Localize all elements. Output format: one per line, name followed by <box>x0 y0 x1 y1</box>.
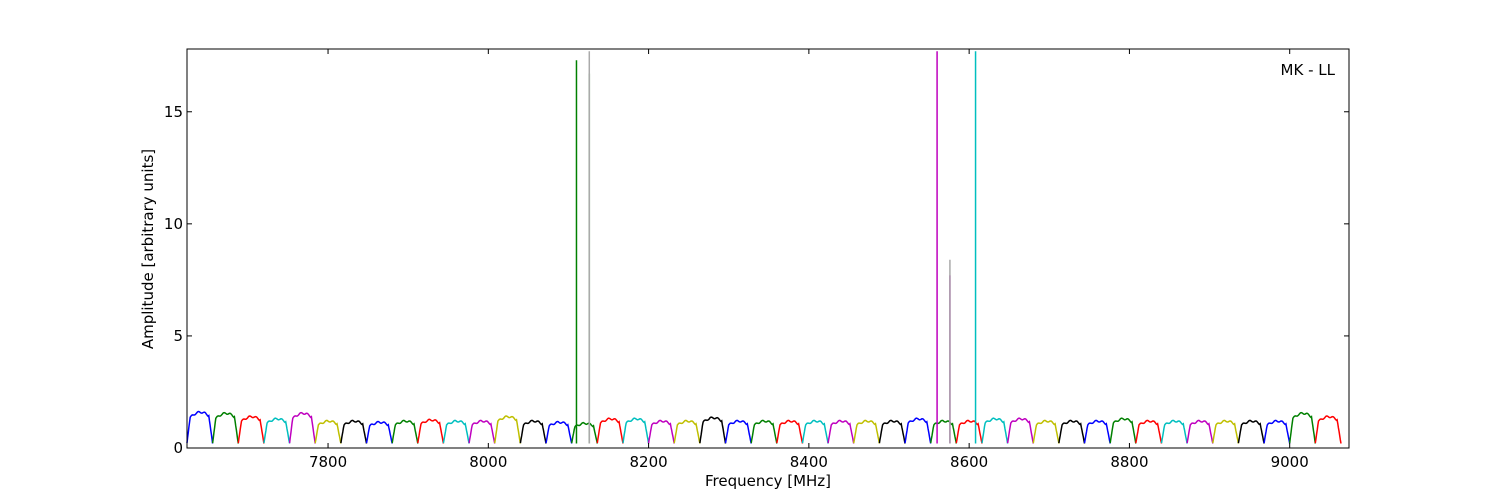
channel-series-line <box>1263 419 1291 444</box>
channel-series-line <box>981 417 1009 444</box>
channel-series-line <box>622 417 650 444</box>
channel-series-line <box>237 415 265 444</box>
y-tick-label: 0 <box>173 439 183 457</box>
baseline-annotation: MK - LL <box>1281 61 1336 79</box>
channel-series-line <box>929 419 958 444</box>
channel-series-line <box>878 419 906 444</box>
channel-series-line <box>596 417 624 444</box>
channel-series-line <box>1314 415 1342 444</box>
spike-layer <box>575 51 977 444</box>
y-tick-label: 10 <box>164 215 183 233</box>
channel-series-line <box>468 419 496 444</box>
x-tick-label: 8000 <box>469 453 507 471</box>
channel-series-line <box>904 417 932 444</box>
channel-series-line <box>545 420 573 444</box>
x-tick-label: 8600 <box>950 453 988 471</box>
x-tick-label: 7800 <box>309 453 347 471</box>
channel-series-line <box>801 419 829 444</box>
x-tick-label: 8800 <box>1110 453 1148 471</box>
channel-series-line <box>1237 419 1265 444</box>
channel-series-line <box>493 415 522 444</box>
channel-series-line <box>955 419 983 444</box>
series-layer <box>186 410 1342 444</box>
x-axis-ticks: 7800 8000 8200 8400 8600 8800 9000 <box>309 49 1309 471</box>
channel-series-line <box>852 419 881 444</box>
channel-series-line <box>365 420 393 444</box>
channel-series-line <box>1083 419 1111 444</box>
channel-series-line <box>314 419 342 444</box>
channel-series-line <box>1006 417 1035 444</box>
x-tick-label: 8200 <box>630 453 668 471</box>
channel-series-line <box>211 411 240 444</box>
y-tick-label: 15 <box>164 103 183 121</box>
channel-series-line <box>1109 417 1137 444</box>
channel-series-line <box>1058 419 1086 444</box>
channel-series-line <box>827 419 855 444</box>
channel-series-line <box>288 411 316 444</box>
x-axis-label: Frequency [MHz] <box>705 472 831 490</box>
channel-series-line <box>186 410 214 444</box>
channel-series-line <box>750 419 778 444</box>
plot-area-background <box>187 49 1349 448</box>
channel-series-line <box>442 419 470 444</box>
channel-series-line <box>1032 419 1060 444</box>
channel-series-line <box>1186 419 1214 444</box>
channel-series-line <box>673 419 701 444</box>
channel-series-line <box>417 418 445 444</box>
channel-series-line <box>1288 411 1317 444</box>
x-tick-label: 8400 <box>790 453 828 471</box>
channel-series-line <box>1160 419 1188 444</box>
channel-series-line <box>1135 419 1163 444</box>
channel-series-line <box>391 419 419 444</box>
channel-series-line <box>1212 419 1240 444</box>
channel-series-line <box>340 419 368 444</box>
channel-series-line <box>519 419 547 444</box>
channel-series-line <box>263 417 291 444</box>
channel-series-line <box>647 419 675 444</box>
y-tick-label: 5 <box>173 327 183 345</box>
channel-series-line <box>724 419 752 444</box>
y-axis-label: Amplitude [arbitrary units] <box>139 149 157 349</box>
plot-frame <box>186 48 1350 449</box>
channel-series-line <box>776 419 804 444</box>
y-axis-ticks: 0 5 10 15 <box>164 103 1349 457</box>
channel-series-line <box>699 416 727 444</box>
x-tick-label: 9000 <box>1271 453 1309 471</box>
